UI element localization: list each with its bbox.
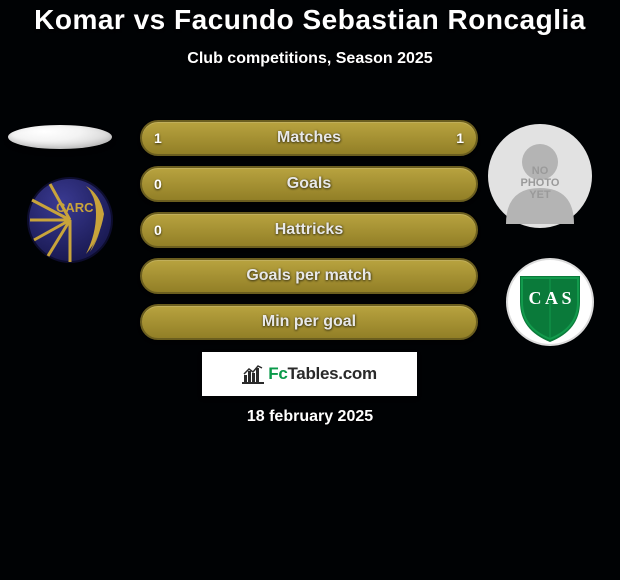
stat-label: Matches [277,129,341,147]
bar-chart-icon [242,364,264,384]
no-photo-line3: YET [529,189,551,201]
brand-prefix: Fc [268,364,287,383]
player-photo-right: NO PHOTO YET [488,124,592,228]
stat-label: Goals [287,175,331,193]
no-photo-line2: PHOTO [521,177,560,189]
stat-bar-matches: 1 Matches 1 [140,120,478,156]
stat-left-value: 0 [154,222,162,238]
no-photo-line1: NO [532,165,549,177]
club-crest-right: C A S [500,258,600,346]
page-title: Komar vs Facundo Sebastian Roncaglia [0,0,620,34]
date-text: 18 february 2025 [0,408,620,426]
brand-suffix: Tables.com [287,364,376,383]
brand-box: FcTables.com [202,352,417,396]
player-photo-left [8,125,112,149]
stat-bar-goals: 0 Goals [140,166,478,202]
page-subtitle: Club competitions, Season 2025 [0,50,620,68]
stat-list: 1 Matches 1 0 Goals 0 Hattricks Goals pe… [140,120,478,350]
stat-bar-goals-per-match: Goals per match [140,258,478,294]
stat-label: Goals per match [246,267,371,285]
club-crest-left: CARC [20,176,120,264]
stat-left-value: 1 [154,130,162,146]
stat-right-value: 1 [456,130,464,146]
stat-bar-min-per-goal: Min per goal [140,304,478,340]
brand-text: FcTables.com [268,364,377,384]
club-left-text: CARC [56,200,94,215]
stat-label: Min per goal [262,313,356,331]
stat-label: Hattricks [275,221,343,239]
stat-left-value: 0 [154,176,162,192]
club-right-text: C A S [528,288,571,308]
stat-bar-hattricks: 0 Hattricks [140,212,478,248]
